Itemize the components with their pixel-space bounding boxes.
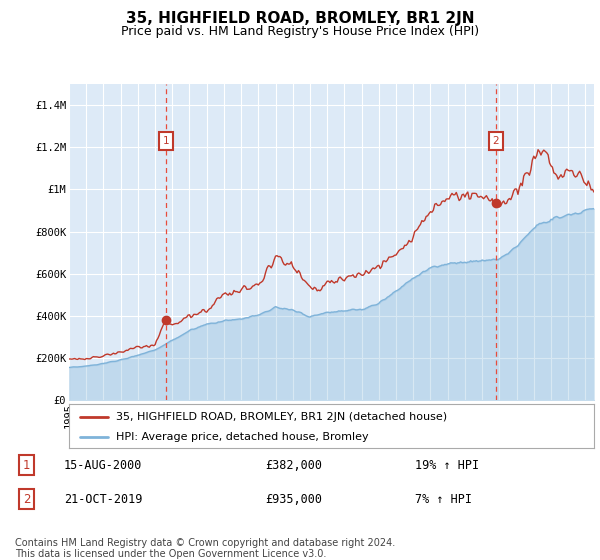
Text: 19% ↑ HPI: 19% ↑ HPI bbox=[415, 459, 479, 472]
Text: £935,000: £935,000 bbox=[265, 493, 322, 506]
Text: 1: 1 bbox=[23, 459, 30, 472]
Text: £382,000: £382,000 bbox=[265, 459, 322, 472]
Text: Contains HM Land Registry data © Crown copyright and database right 2024.
This d: Contains HM Land Registry data © Crown c… bbox=[15, 538, 395, 559]
Text: 2: 2 bbox=[493, 136, 499, 146]
Text: 21-OCT-2019: 21-OCT-2019 bbox=[64, 493, 142, 506]
Text: Price paid vs. HM Land Registry's House Price Index (HPI): Price paid vs. HM Land Registry's House … bbox=[121, 25, 479, 38]
Text: HPI: Average price, detached house, Bromley: HPI: Average price, detached house, Brom… bbox=[116, 432, 369, 442]
Text: 35, HIGHFIELD ROAD, BROMLEY, BR1 2JN: 35, HIGHFIELD ROAD, BROMLEY, BR1 2JN bbox=[126, 11, 474, 26]
Text: 15-AUG-2000: 15-AUG-2000 bbox=[64, 459, 142, 472]
Text: 35, HIGHFIELD ROAD, BROMLEY, BR1 2JN (detached house): 35, HIGHFIELD ROAD, BROMLEY, BR1 2JN (de… bbox=[116, 412, 448, 422]
Text: 1: 1 bbox=[163, 136, 169, 146]
Text: 7% ↑ HPI: 7% ↑ HPI bbox=[415, 493, 472, 506]
Text: 2: 2 bbox=[23, 493, 30, 506]
